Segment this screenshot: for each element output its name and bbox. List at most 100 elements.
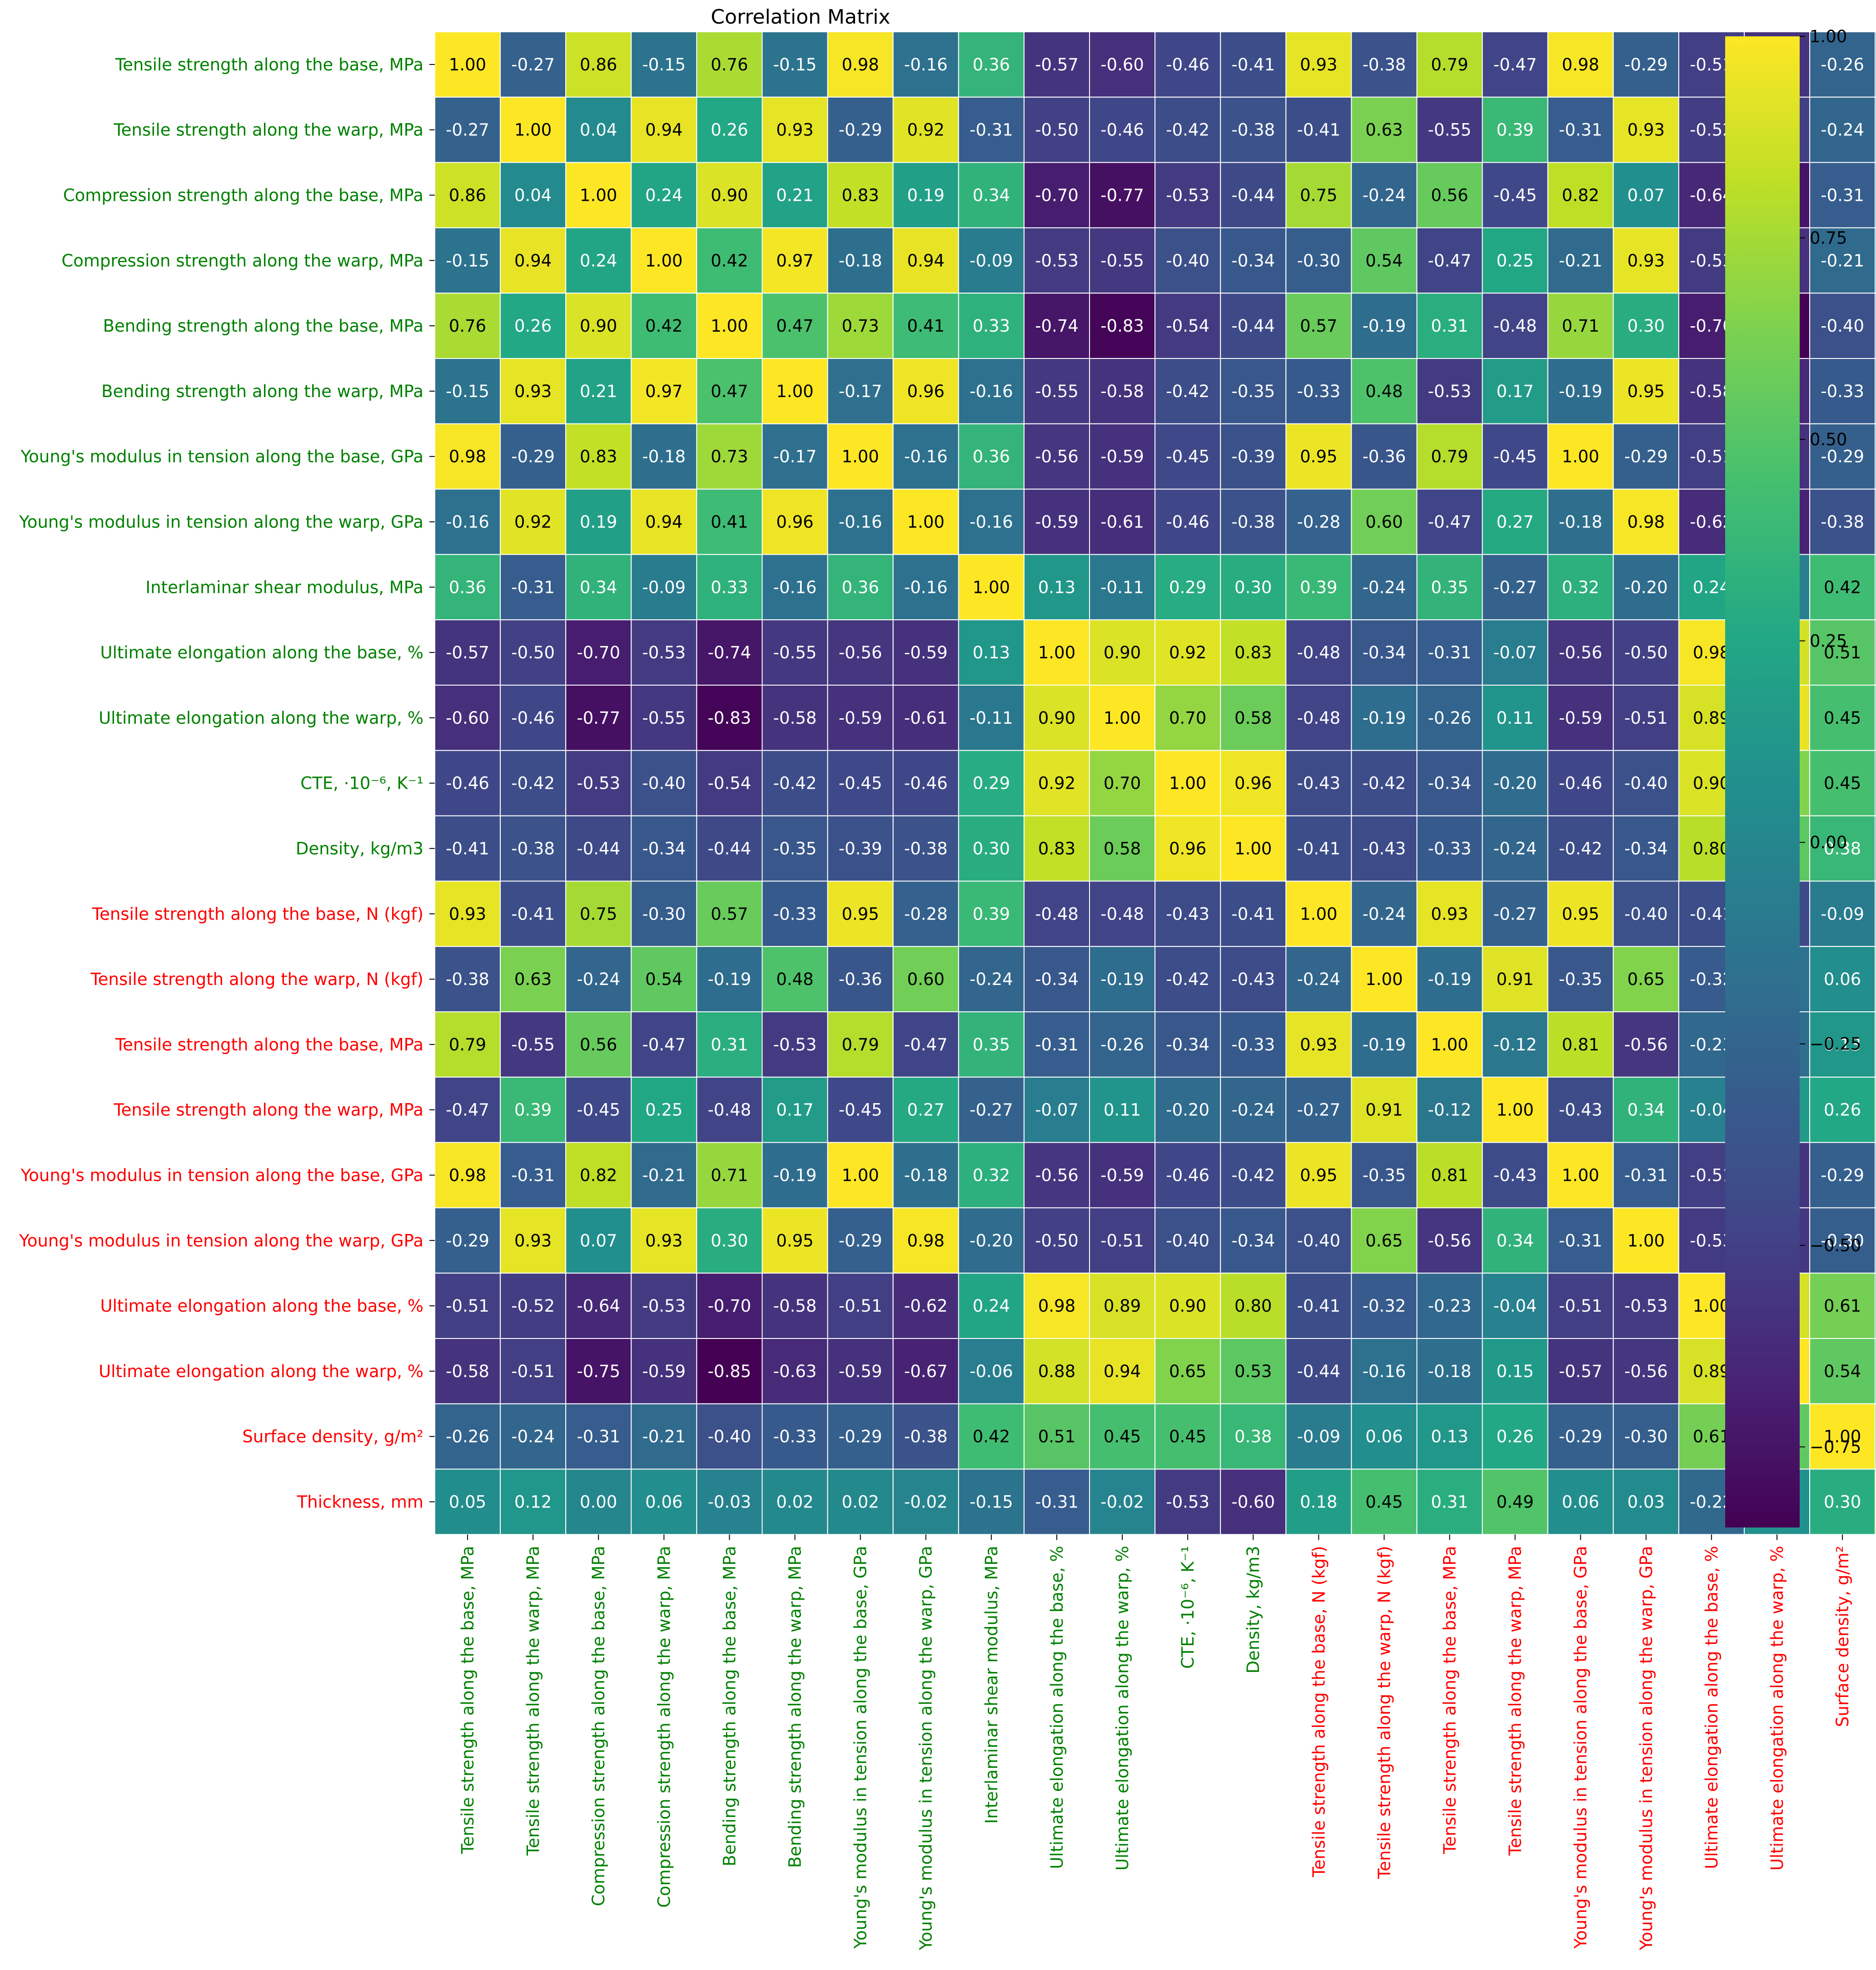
heatmap-cell	[1023, 358, 1090, 424]
heatmap-cell	[1809, 488, 1876, 555]
cell-value-label: 0.48	[1365, 382, 1403, 401]
cell-value-label: -0.34	[1166, 1035, 1209, 1055]
cell-value-label: -0.19	[1100, 970, 1144, 989]
cell-value-label: 0.75	[580, 904, 617, 924]
heatmap-cell	[1351, 750, 1418, 816]
heatmap-cell	[1285, 554, 1352, 621]
heatmap-cell	[1285, 619, 1352, 686]
heatmap-cell	[1285, 162, 1352, 229]
cell-value-label: 0.70	[1169, 708, 1206, 728]
heatmap-cell	[500, 488, 567, 555]
heatmap-cell	[631, 1076, 697, 1143]
cell-value-label: -0.31	[1624, 1166, 1668, 1185]
heatmap-cell	[1089, 1207, 1156, 1274]
heatmap-cell	[1220, 423, 1287, 490]
heatmap-cell	[1547, 31, 1614, 98]
heatmap-cell	[1089, 1142, 1156, 1209]
cell-value-label: 0.81	[1562, 1035, 1599, 1055]
cell-value-label: -0.29	[839, 120, 882, 140]
heatmap-cell	[1351, 1207, 1418, 1274]
heatmap-cell	[1416, 1403, 1483, 1470]
y-tick-label: Young's modulus in tension along the war…	[19, 1231, 423, 1250]
heatmap-cell	[1547, 815, 1614, 882]
x-tick-label: Tensile strength along the base, N (kgf)	[1309, 1546, 1329, 1877]
y-tick-label: Young's modulus in tension along the bas…	[20, 1166, 423, 1185]
cell-value-label: -0.46	[1559, 774, 1602, 793]
heatmap-cell	[1547, 946, 1614, 1012]
heatmap-cell	[434, 96, 501, 163]
heatmap-cell	[1285, 815, 1352, 882]
cell-value-label: 0.93	[1627, 251, 1665, 270]
heatmap-cell	[1154, 1468, 1221, 1535]
cell-value-label: -0.19	[1363, 1035, 1406, 1055]
cell-value-label: 0.33	[711, 577, 748, 597]
heatmap-cell	[1220, 96, 1287, 163]
cell-value-label: -0.12	[1428, 1100, 1472, 1120]
cell-value-label: -0.34	[1231, 251, 1275, 270]
x-tick-label: Tensile strength along the warp, MPa	[523, 1546, 543, 1856]
cell-value-label: -0.31	[1035, 1492, 1079, 1512]
heatmap-cell	[1220, 1207, 1287, 1274]
heatmap-cell	[1351, 815, 1418, 882]
cell-value-label: 0.93	[1627, 120, 1665, 140]
cell-value-label: -0.42	[1166, 120, 1209, 140]
cell-value-label: 0.79	[449, 1035, 486, 1055]
cell-value-label: 0.79	[841, 1035, 879, 1055]
heatmap-cell	[1875, 1403, 1876, 1470]
colorbar: 1.00 0.75 0.50 0.25 0.00 −0.25 −0.50 −0.75	[1725, 27, 1861, 1527]
cell-value-label: -0.40	[708, 1427, 751, 1447]
heatmap-cell	[1154, 815, 1221, 882]
cell-value-label: -0.46	[904, 774, 948, 793]
cell-value-label: -0.47	[642, 1035, 686, 1055]
cell-value-label: -0.53	[642, 643, 686, 662]
cell-value-label: 0.25	[1496, 251, 1533, 270]
heatmap-cell	[1023, 293, 1090, 359]
heatmap-cell	[1220, 1273, 1287, 1339]
x-tick-label: Young's modulus in tension along the bas…	[1571, 1546, 1591, 1949]
cell-value-label: 0.98	[907, 1231, 945, 1250]
cell-value-label: -0.17	[773, 447, 817, 467]
cell-value-label: -0.61	[1100, 512, 1144, 532]
cell-value-label: 0.94	[1104, 1362, 1141, 1381]
cell-value-label: 0.42	[711, 251, 748, 270]
cell-value-label: 0.47	[776, 316, 813, 336]
y-tick-label: Compression strength along the warp, MPa	[61, 251, 423, 270]
heatmap-cell	[696, 96, 763, 163]
cell-value-label: 0.95	[841, 904, 879, 924]
heatmap-cell	[761, 293, 828, 359]
heatmap-cell	[1809, 31, 1876, 98]
cell-value-label: 0.06	[1365, 1427, 1403, 1447]
cell-value-label: 1.00	[514, 120, 552, 140]
heatmap-cell	[1154, 619, 1221, 686]
cell-value-label: -0.42	[1166, 382, 1209, 401]
cell-value-label: -0.53	[1035, 251, 1079, 270]
cell-value-label: -0.39	[1231, 447, 1275, 467]
cell-value-label: -0.55	[511, 1035, 555, 1055]
heatmap-cell	[1875, 750, 1876, 816]
heatmap-cell	[631, 619, 697, 686]
heatmap-cell	[500, 227, 567, 294]
cell-value-label: 0.57	[711, 904, 748, 924]
cell-value-label: -0.51	[839, 1296, 882, 1316]
cell-value-label: 0.92	[514, 512, 552, 532]
cell-value-label: 0.93	[514, 382, 552, 401]
cell-value-label: -0.55	[642, 708, 686, 728]
cell-value-label: -0.21	[1559, 251, 1602, 270]
cell-value-label: -0.31	[511, 577, 555, 597]
heatmap-cell	[958, 227, 1025, 294]
y-tick-label: Tensile strength along the base, MPa	[115, 55, 423, 75]
heatmap-cell	[1875, 293, 1876, 359]
cell-value-label: 0.26	[514, 316, 552, 336]
heatmap-cell	[1285, 750, 1352, 816]
cell-value-label: -0.18	[1428, 1362, 1472, 1381]
cell-value-label: -0.55	[1428, 120, 1472, 140]
cell-value-label: -0.46	[446, 774, 489, 793]
heatmap-cell	[892, 31, 959, 98]
cell-value-label: -0.74	[1035, 316, 1079, 336]
heatmap-cell	[1482, 1207, 1548, 1274]
heatmap-cell	[1547, 1338, 1614, 1404]
cell-value-label: -0.56	[839, 643, 882, 662]
y-tick-label: Compression strength along the base, MPa	[63, 186, 423, 205]
cell-value-label: 0.21	[776, 186, 813, 205]
cell-value-label: 0.11	[1496, 708, 1533, 728]
